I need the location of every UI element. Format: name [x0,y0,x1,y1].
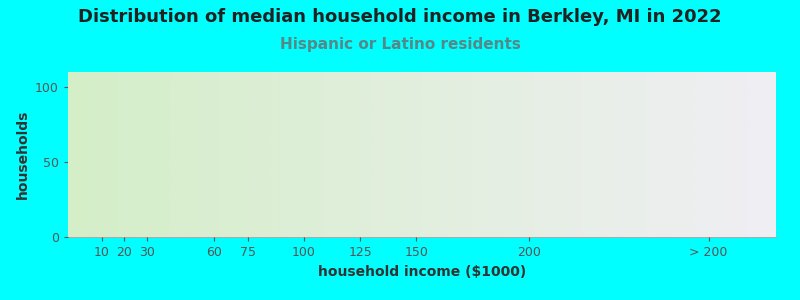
Bar [102,222,120,237]
Bar [596,210,731,237]
Bar [387,219,428,237]
Bar [331,192,376,237]
Y-axis label: households: households [15,110,30,199]
Text: City-Data.com: City-Data.com [674,77,754,87]
Bar [79,220,98,237]
Text: Hispanic or Latino residents: Hispanic or Latino residents [279,38,521,52]
Bar [214,218,254,237]
X-axis label: household income ($1000): household income ($1000) [318,265,526,279]
Text: Distribution of median household income in Berkley, MI in 2022: Distribution of median household income … [78,8,722,26]
Bar [270,198,315,237]
Bar [443,124,578,237]
